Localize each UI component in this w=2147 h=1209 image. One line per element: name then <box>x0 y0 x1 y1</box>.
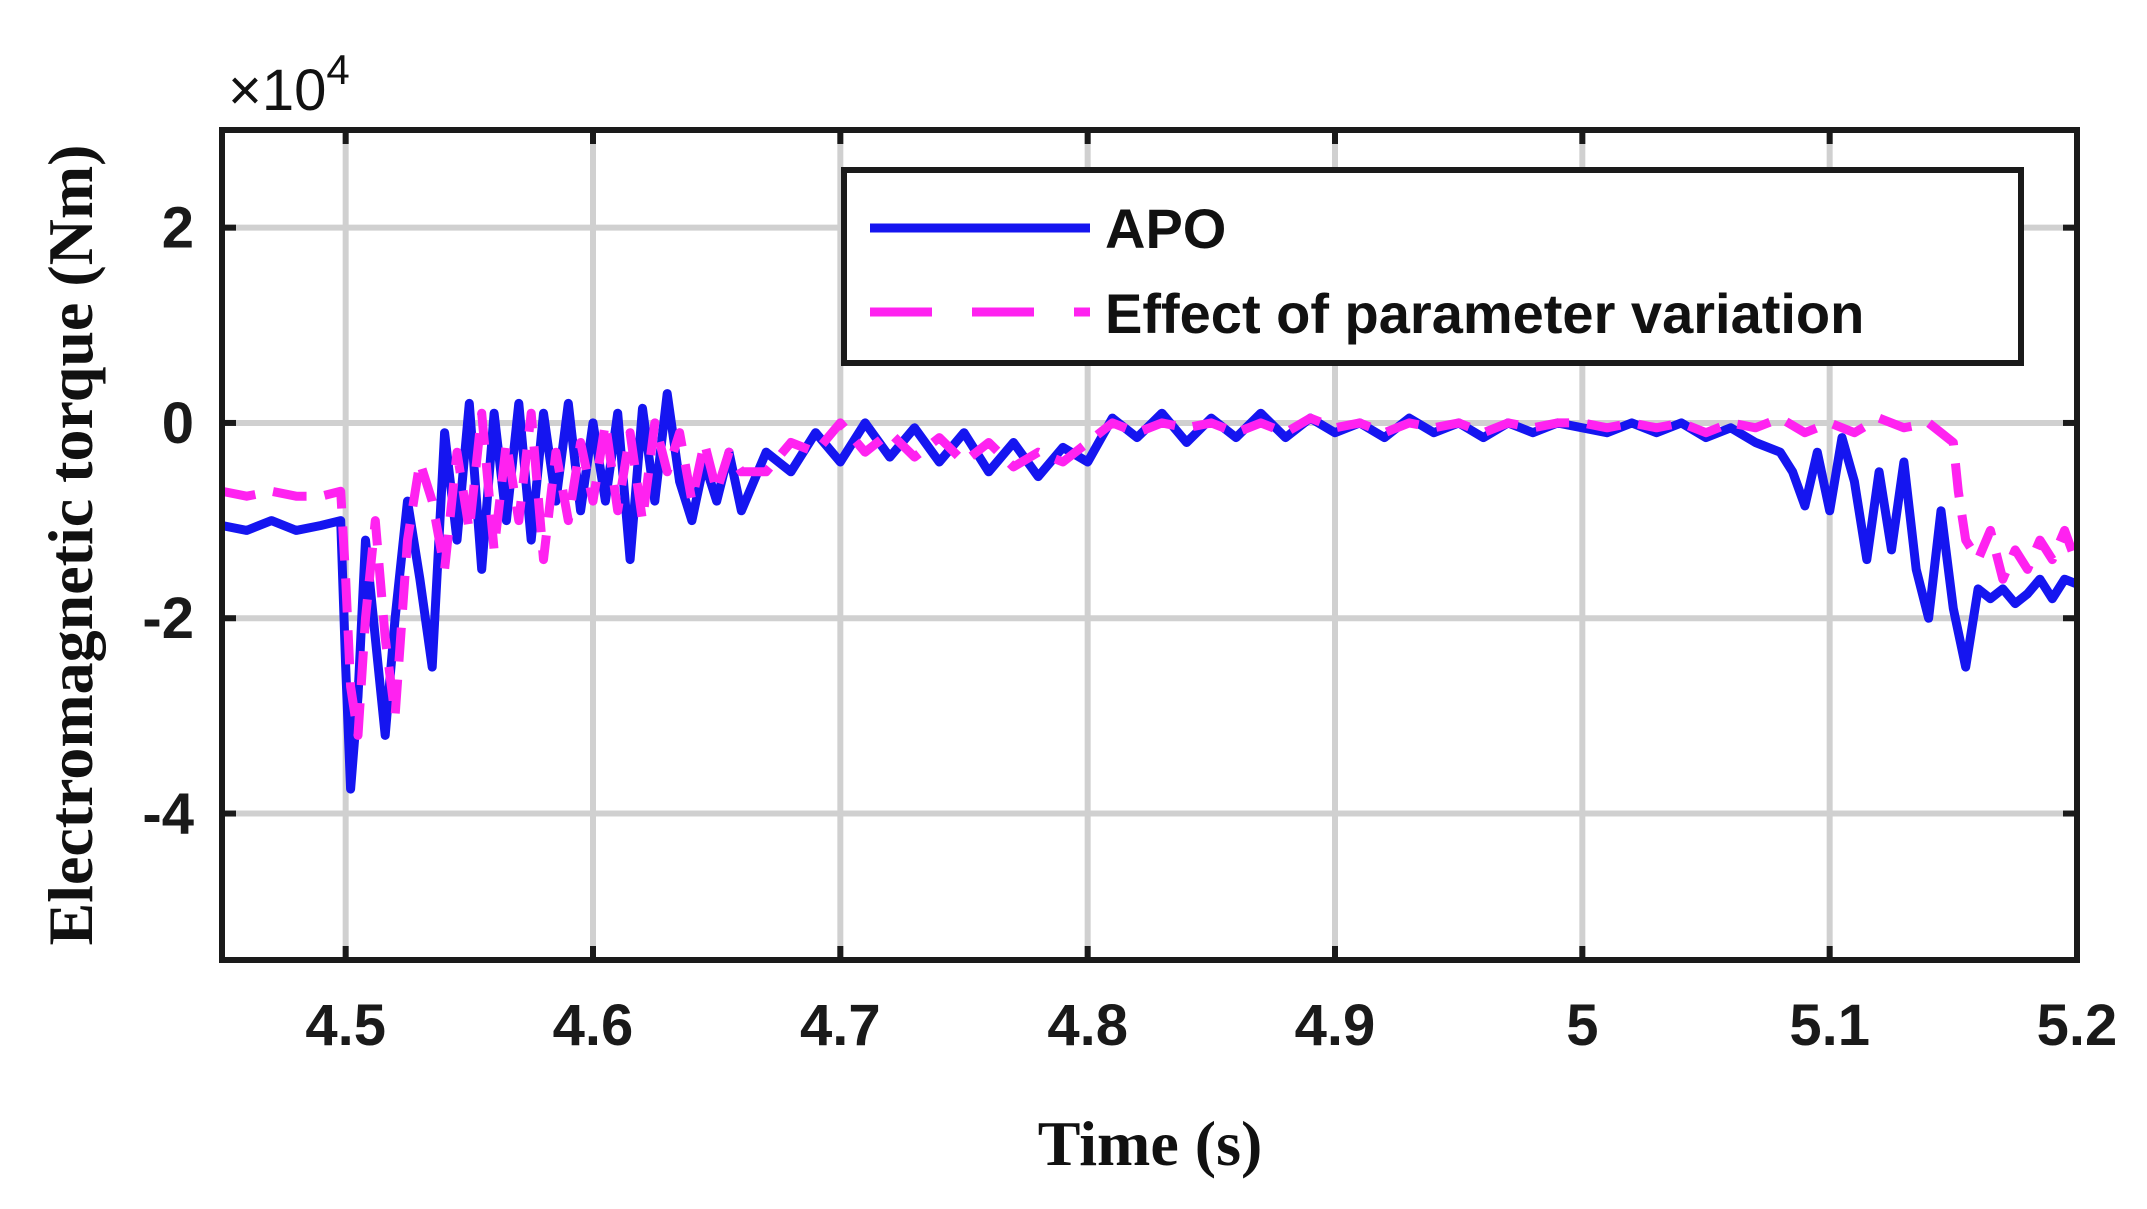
y-exponent-label: ×104 <box>228 46 350 123</box>
x-tick-label: 5 <box>1566 993 1598 1058</box>
legend-label-parameter-variation: Effect of parameter variation <box>1105 282 1864 345</box>
y-exponent-power: 4 <box>326 46 349 93</box>
y-tick-labels: 2 0 -2 -4 <box>142 196 194 847</box>
tick-marks <box>222 130 2080 960</box>
y-tick-label: 2 <box>162 196 194 261</box>
x-tick-label: 4.9 <box>1295 993 1376 1058</box>
legend-label-apo: APO <box>1105 197 1226 260</box>
x-tick-labels: 4.5 4.6 4.7 4.8 4.9 5 5.1 5.2 <box>305 993 2117 1058</box>
y-axis-title: Electromagnetic torque (Nm) <box>35 145 106 946</box>
x-tick-label: 4.7 <box>800 993 881 1058</box>
y-tick-label: -2 <box>142 586 194 651</box>
legend-box <box>841 167 2024 366</box>
x-tick-label: 4.6 <box>553 993 634 1058</box>
y-tick-label: 0 <box>162 391 194 456</box>
legend: APO Effect of parameter variation <box>841 167 2024 366</box>
series-line-parameter-variation <box>222 408 2077 740</box>
axes-frame <box>219 127 2080 963</box>
series-line-apo <box>222 389 2077 794</box>
x-tick-label: 5.1 <box>1789 993 1870 1058</box>
x-tick-label: 4.8 <box>1047 993 1128 1058</box>
x-tick-label: 4.5 <box>305 993 386 1058</box>
y-tick-label: -4 <box>142 782 194 847</box>
x-tick-label: 5.2 <box>2037 993 2118 1058</box>
x-axis-title: Time (s) <box>1038 1108 1263 1179</box>
